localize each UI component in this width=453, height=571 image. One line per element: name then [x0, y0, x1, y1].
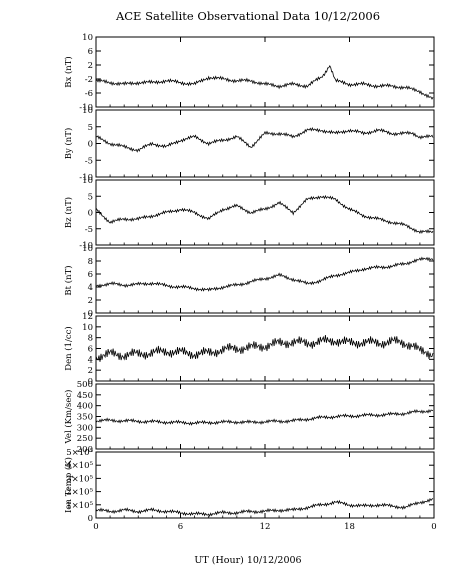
y-tick-label: -5	[85, 156, 93, 166]
y-tick-label: -5	[85, 225, 93, 235]
y-tick-label: 0	[88, 377, 93, 387]
panel-frame	[95, 36, 435, 108]
y-axis-title: Ion Temp (K)	[63, 457, 74, 513]
y-tick-label: 450	[77, 391, 93, 401]
series-line	[95, 64, 434, 100]
y-axis-title: By (nT)	[63, 128, 74, 160]
y-tick-label: -6	[85, 89, 93, 99]
panel-frame	[95, 383, 435, 450]
panel-frame	[95, 451, 435, 519]
x-axis-labels: 0 6 12 18 0	[93, 522, 436, 532]
y-tick-label: 250	[77, 434, 93, 444]
y-axis-title: Bx (nT)	[63, 56, 74, 88]
panel-2: -10 -5 0 5 10 By (nT)	[63, 106, 435, 183]
panel-frame	[95, 247, 435, 314]
y-axis-title: Vel (Km/sec)	[63, 390, 74, 445]
y-tick-label: 2	[88, 366, 93, 376]
y-tick-label: 5×10⁵	[66, 448, 93, 458]
y-tick-label: 6	[88, 345, 93, 355]
y-tick-label: 10	[82, 176, 93, 186]
figure-title: ACE Satellite Observational Data 10/12/2…	[115, 9, 380, 23]
panel-frame	[95, 179, 435, 246]
y-tick-label: 500	[77, 380, 93, 390]
y-tick-label: 12	[82, 312, 93, 322]
y-tick-label: 4×10⁵	[66, 461, 93, 471]
y-tick-label: 6	[88, 270, 93, 280]
y-tick-label: -10	[79, 241, 93, 251]
y-tick-label: 400	[77, 402, 93, 412]
y-tick-label: 10	[82, 244, 93, 254]
y-tick-label: 8	[88, 334, 93, 344]
y-tick-label: 0	[88, 140, 93, 150]
y-axis-title: Bz (nT)	[63, 197, 74, 228]
y-tick-label: 6	[88, 47, 93, 57]
y-tick-label: 10	[82, 33, 93, 43]
series-line	[95, 408, 434, 426]
series-line	[95, 256, 434, 292]
y-tick-label: 350	[77, 413, 93, 423]
y-tick-label: 2	[88, 296, 93, 306]
panel-frame	[95, 109, 435, 178]
series-line	[95, 194, 434, 235]
y-tick-label: 0	[88, 309, 93, 319]
y-tick-label: 2×10⁵	[66, 488, 93, 498]
y-tick-label: 10	[82, 323, 93, 333]
x-tick-label: 6	[178, 522, 183, 532]
y-tick-label: -10	[79, 173, 93, 183]
y-tick-label: 8	[88, 257, 93, 267]
y-axis-title: Den (1/cc)	[63, 326, 74, 370]
panel-1: -10 -6 -2 2 6 10 Bx (nT)	[63, 33, 435, 113]
panel-3: -10 -5 0 5 10 Bz (nT)	[63, 176, 435, 251]
x-axis-title: UT (Hour) 10/12/2006	[194, 555, 301, 566]
y-tick-label: 1×10⁵	[66, 501, 93, 511]
y-tick-label: 200	[77, 445, 93, 455]
y-tick-label: 4	[88, 355, 93, 365]
y-axis-title: Bt (nT)	[63, 265, 74, 295]
x-tick-label: 0	[93, 522, 98, 532]
y-tick-label: 3×10⁵	[66, 474, 93, 484]
y-tick-label: -2	[85, 75, 93, 85]
y-tick-label: -10	[79, 103, 93, 113]
x-tick-label: 12	[260, 522, 271, 532]
y-tick-label: 300	[77, 423, 93, 433]
panels: -10 -6 -2 2 6 10 Bx (nT) -10 -5 0 5 10 By (nT) -10 -5 0…	[63, 33, 435, 524]
y-tick-label: 0	[88, 514, 93, 524]
panel-4: 0 2 4 6 8 10 Bt (nT)	[63, 244, 435, 319]
y-tick-label: 0	[88, 209, 93, 219]
y-tick-label: 2	[88, 61, 93, 71]
y-tick-label: 5	[88, 192, 93, 202]
y-tick-label: 4	[88, 283, 93, 293]
x-tick-label: 18	[344, 522, 355, 532]
x-tick-label: 0	[431, 522, 436, 532]
y-tick-label: 10	[82, 106, 93, 116]
series-line	[95, 497, 434, 518]
series-line	[95, 126, 434, 153]
y-tick-label: 5	[88, 123, 93, 133]
series-line	[95, 335, 434, 362]
